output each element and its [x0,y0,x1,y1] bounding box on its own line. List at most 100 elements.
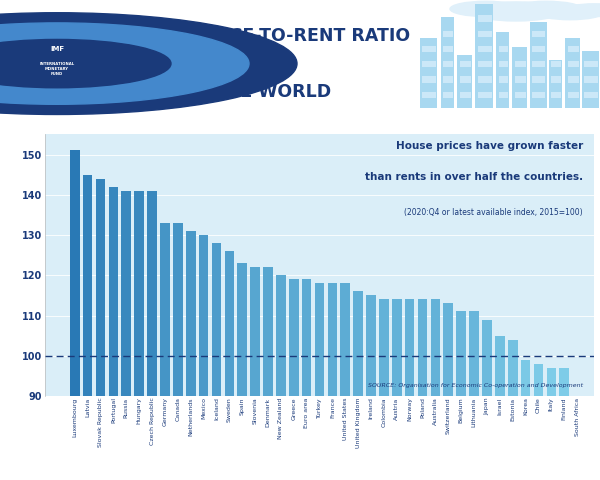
FancyBboxPatch shape [530,22,547,108]
FancyBboxPatch shape [515,92,521,98]
FancyBboxPatch shape [466,61,471,67]
Bar [289,279,299,480]
Bar [314,283,325,480]
FancyBboxPatch shape [478,61,485,67]
Bar [173,223,182,480]
Circle shape [0,13,297,115]
FancyBboxPatch shape [503,76,508,83]
FancyBboxPatch shape [532,31,539,37]
FancyBboxPatch shape [457,55,472,108]
Text: #HousingWatch: #HousingWatch [464,453,588,468]
FancyBboxPatch shape [443,31,449,37]
Bar [495,336,505,480]
FancyBboxPatch shape [532,61,539,67]
Bar [431,300,440,480]
Bar [547,368,556,480]
FancyBboxPatch shape [551,61,557,67]
Bar [482,320,492,480]
FancyBboxPatch shape [591,76,598,83]
FancyBboxPatch shape [574,46,579,52]
FancyBboxPatch shape [539,76,545,83]
Text: HOUSE PRICE-TO-RENT RATIO: HOUSE PRICE-TO-RENT RATIO [123,26,410,45]
FancyBboxPatch shape [568,76,574,83]
FancyBboxPatch shape [582,51,599,108]
FancyBboxPatch shape [443,92,449,98]
FancyBboxPatch shape [565,38,580,108]
Bar [263,267,273,480]
Bar [405,300,415,480]
FancyBboxPatch shape [443,46,449,52]
Text: SOURCE: Organisation for Economic Co-operation and Development: SOURCE: Organisation for Economic Co-ope… [368,383,583,388]
FancyBboxPatch shape [448,46,453,52]
FancyBboxPatch shape [521,92,526,98]
FancyBboxPatch shape [429,92,436,98]
FancyBboxPatch shape [485,15,492,22]
Text: AROUND THE WORLD: AROUND THE WORLD [123,83,331,101]
FancyBboxPatch shape [478,76,485,83]
FancyBboxPatch shape [549,60,562,108]
Bar [302,279,311,480]
FancyBboxPatch shape [448,31,453,37]
FancyBboxPatch shape [503,92,508,98]
Bar [212,243,221,480]
FancyBboxPatch shape [422,46,429,52]
FancyBboxPatch shape [532,92,539,98]
Bar [508,340,518,480]
Text: INTERNATIONAL
MONETARY
FUND: INTERNATIONAL MONETARY FUND [40,62,74,75]
FancyBboxPatch shape [485,46,492,52]
FancyBboxPatch shape [485,92,492,98]
FancyBboxPatch shape [429,46,436,52]
FancyBboxPatch shape [539,46,545,52]
FancyBboxPatch shape [556,92,561,98]
FancyBboxPatch shape [499,76,504,83]
FancyBboxPatch shape [503,61,508,67]
FancyBboxPatch shape [460,61,466,67]
Text: House prices have grown faster: House prices have grown faster [396,141,583,151]
FancyBboxPatch shape [551,92,557,98]
FancyBboxPatch shape [539,31,545,37]
FancyBboxPatch shape [584,61,591,67]
FancyBboxPatch shape [574,92,579,98]
FancyBboxPatch shape [475,4,493,108]
Circle shape [537,6,600,20]
Bar [199,235,208,480]
Bar [121,191,131,480]
FancyBboxPatch shape [499,46,504,52]
Bar [109,187,118,480]
FancyBboxPatch shape [568,46,574,52]
FancyBboxPatch shape [422,61,429,67]
Bar [457,312,466,480]
Bar [70,151,80,480]
Bar [392,300,401,480]
Circle shape [0,39,171,88]
FancyBboxPatch shape [448,92,453,98]
FancyBboxPatch shape [478,92,485,98]
Bar [521,360,530,480]
FancyBboxPatch shape [499,92,504,98]
FancyBboxPatch shape [478,46,485,52]
Circle shape [0,23,249,104]
FancyBboxPatch shape [591,92,598,98]
Bar [328,283,337,480]
Bar [340,283,350,480]
FancyBboxPatch shape [448,61,453,67]
Bar [418,300,427,480]
FancyBboxPatch shape [485,76,492,83]
Bar [469,312,479,480]
Bar [83,175,92,480]
FancyBboxPatch shape [466,92,471,98]
Bar [160,223,170,480]
Bar [250,267,260,480]
FancyBboxPatch shape [521,76,526,83]
Text: (2020:Q4 or latest available index, 2015=100): (2020:Q4 or latest available index, 2015… [404,208,583,216]
FancyBboxPatch shape [556,61,561,67]
FancyBboxPatch shape [441,16,454,108]
FancyBboxPatch shape [503,46,508,52]
FancyBboxPatch shape [584,92,591,98]
Bar [533,364,543,480]
FancyBboxPatch shape [532,76,539,83]
FancyBboxPatch shape [551,76,557,83]
FancyBboxPatch shape [521,61,526,67]
FancyBboxPatch shape [485,61,492,67]
Text: than rents in over half the countries.: than rents in over half the countries. [365,172,583,182]
